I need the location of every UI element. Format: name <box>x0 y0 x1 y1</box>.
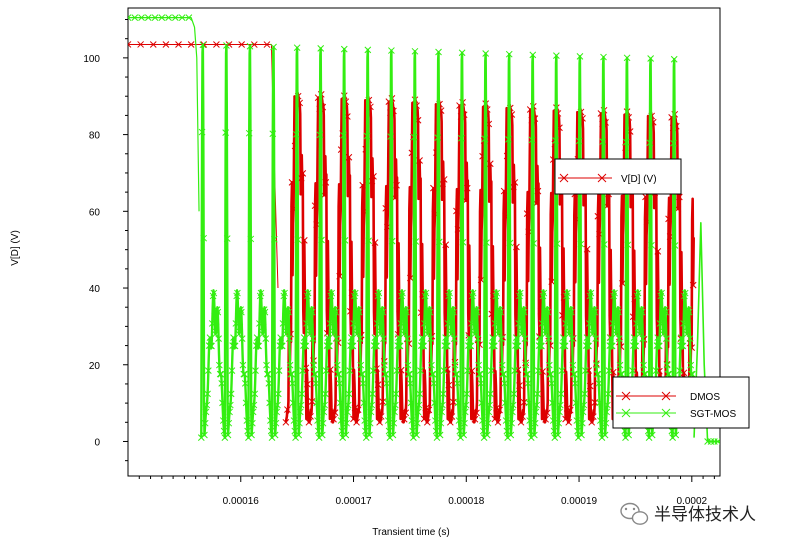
x-tick-label: 0.00016 <box>223 496 260 507</box>
y-tick-label: 60 <box>89 207 101 218</box>
dmos-initial-line <box>128 43 279 289</box>
x-axis: 0.00016 0.00017 0.00018 0.00019 0.0002 <box>138 476 715 507</box>
x-tick-label: 0.00019 <box>561 496 598 507</box>
legend-series-box <box>612 376 750 429</box>
y-tick-label: 20 <box>89 361 101 372</box>
x-tick-label: 0.00018 <box>448 496 485 507</box>
legend-sgt-marker <box>621 408 671 418</box>
sgt-tail-markers <box>704 438 720 445</box>
sgt-oscillation <box>200 43 696 439</box>
x-tick-label: 0.0002 <box>677 496 708 507</box>
y-tick-label: 0 <box>94 437 100 448</box>
legend-sgt-label: SGT-MOS <box>690 409 736 420</box>
y-axis: 0 20 40 60 80 100 <box>83 19 128 462</box>
y-tick-label: 40 <box>89 284 101 295</box>
legend-voltage-label: V[D] (V) <box>621 174 657 185</box>
y-tick-label: 100 <box>83 54 100 65</box>
x-tick-label: 0.00017 <box>335 496 372 507</box>
wechat-icon <box>620 502 649 525</box>
legend-voltage: V[D] (V) <box>554 158 682 195</box>
legend-voltage-box <box>554 158 682 195</box>
sgt-initial-markers <box>128 14 193 21</box>
y-axis-title: V[D] (V) <box>10 230 21 266</box>
legend-voltage-marker <box>559 173 607 183</box>
watermark: 半导体技术人 <box>620 502 756 525</box>
legend-dmos-label: DMOS <box>690 392 720 403</box>
legend-dmos-marker <box>621 391 671 401</box>
sgt-tail <box>693 222 720 443</box>
y-tick-label: 80 <box>89 131 101 142</box>
legend-series: DMOS SGT-MOS <box>612 376 750 429</box>
watermark-text: 半导体技术人 <box>654 505 756 525</box>
x-axis-title: Transient time (s) <box>372 527 449 538</box>
